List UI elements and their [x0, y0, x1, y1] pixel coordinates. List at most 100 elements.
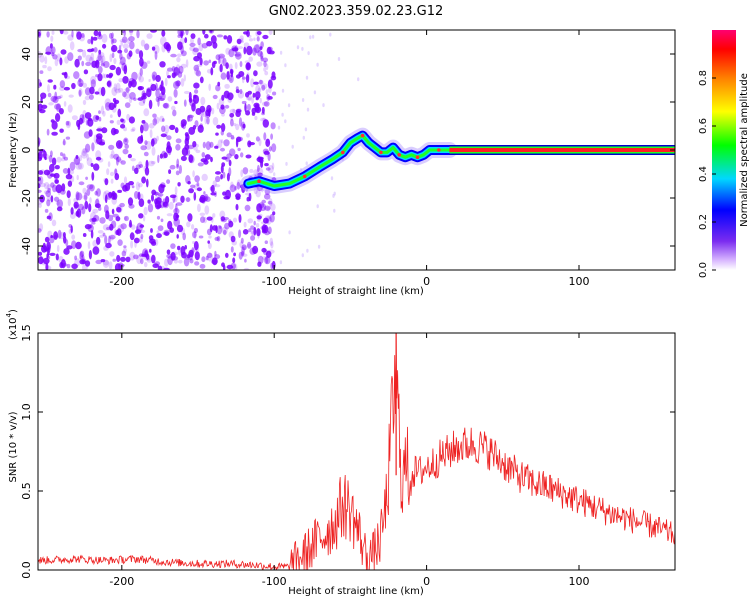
noise-blob	[165, 196, 170, 204]
noise-blob	[225, 157, 231, 162]
noise-blob	[210, 156, 213, 163]
noise-blob	[161, 125, 166, 133]
noise-blob	[261, 106, 265, 114]
noise-blob	[284, 63, 287, 68]
noise-blob	[147, 203, 154, 213]
noise-blob	[197, 37, 201, 46]
noise-blob	[188, 91, 192, 101]
noise-blob	[217, 81, 221, 87]
noise-blob	[169, 164, 176, 170]
noise-blob	[44, 208, 49, 213]
noise-blob	[199, 76, 204, 84]
trace-peak	[302, 174, 307, 179]
noise-blob	[157, 193, 164, 197]
noise-blob	[144, 167, 150, 176]
noise-blob	[156, 230, 160, 234]
noise-blob	[47, 247, 50, 256]
noise-blob	[148, 160, 155, 167]
noise-blob	[261, 199, 267, 204]
noise-blob	[121, 250, 127, 257]
noise-blob	[81, 148, 87, 157]
noise-blob	[229, 113, 235, 118]
noise-blob	[78, 77, 82, 83]
noise-blob	[272, 211, 276, 216]
noise-blob	[98, 110, 101, 114]
noise-blob	[262, 34, 269, 40]
noise-blob	[69, 175, 75, 183]
noise-blob	[90, 52, 95, 62]
noise-blob	[250, 231, 255, 235]
noise-blob	[260, 117, 266, 122]
noise-blob	[259, 97, 262, 104]
noise-blob	[61, 183, 66, 192]
noise-blob	[138, 253, 145, 257]
noise-blob	[244, 204, 251, 212]
chart-title: GN02.2023.359.02.23.G12	[269, 4, 444, 19]
noise-blob	[235, 74, 241, 79]
noise-blob	[170, 53, 177, 58]
noise-blob	[241, 246, 245, 255]
noise-blob	[197, 162, 204, 167]
noise-blob	[159, 61, 166, 68]
noise-blob	[92, 246, 100, 255]
noise-blob	[68, 228, 73, 235]
noise-blob	[245, 74, 250, 83]
noise-blob	[84, 112, 92, 119]
noise-blob	[175, 138, 182, 144]
noise-blob	[258, 79, 264, 85]
noise-blob	[228, 220, 234, 228]
noise-blob	[223, 35, 228, 40]
noise-blob	[266, 46, 272, 55]
noise-blob	[129, 251, 136, 261]
noise-blob	[199, 263, 206, 269]
noise-blob	[247, 218, 254, 224]
noise-blob	[192, 125, 197, 130]
x-tick-label: -200	[109, 575, 134, 588]
noise-blob	[75, 191, 80, 201]
noise-blob	[102, 73, 105, 79]
noise-blob	[267, 249, 275, 254]
noise-blob	[131, 185, 135, 189]
noise-blob	[213, 184, 221, 188]
noise-blob	[100, 55, 104, 65]
noise-blob	[89, 197, 92, 204]
noise-blob	[130, 240, 134, 249]
noise-blob	[255, 223, 260, 228]
noise-blob	[75, 162, 83, 170]
noise-blob	[268, 198, 273, 207]
noise-blob	[112, 98, 117, 103]
noise-blob	[145, 159, 149, 169]
noise-blob	[93, 30, 99, 37]
noise-blob	[333, 208, 336, 213]
noise-blob	[64, 56, 69, 64]
noise-blob	[204, 33, 209, 39]
noise-blob	[45, 190, 51, 198]
noise-blob	[113, 128, 119, 135]
noise-blob	[99, 217, 106, 224]
y-tick-label: 1.5	[20, 324, 33, 342]
noise-blob	[183, 99, 187, 107]
noise-blob	[129, 41, 135, 50]
colorbar-tick-label: 0.2	[698, 214, 709, 230]
noise-blob	[208, 242, 212, 249]
noise-blob	[68, 94, 74, 98]
noise-blob	[245, 110, 251, 116]
noise-blob	[55, 113, 61, 122]
noise-blob	[199, 57, 203, 66]
noise-blob	[240, 169, 244, 178]
noise-blob	[56, 53, 61, 62]
noise-blob	[109, 251, 115, 257]
noise-blob	[216, 102, 220, 110]
noise-blob	[45, 51, 52, 55]
noise-blob	[180, 245, 186, 256]
noise-blob	[190, 33, 196, 39]
noise-blob	[229, 108, 236, 115]
noise-blob	[86, 188, 91, 196]
noise-blob	[178, 164, 182, 174]
noise-blob	[233, 263, 238, 270]
noise-blob	[62, 30, 69, 35]
colorbar-gradient	[712, 30, 736, 270]
noise-blob	[64, 75, 71, 80]
noise-blob	[149, 129, 153, 139]
